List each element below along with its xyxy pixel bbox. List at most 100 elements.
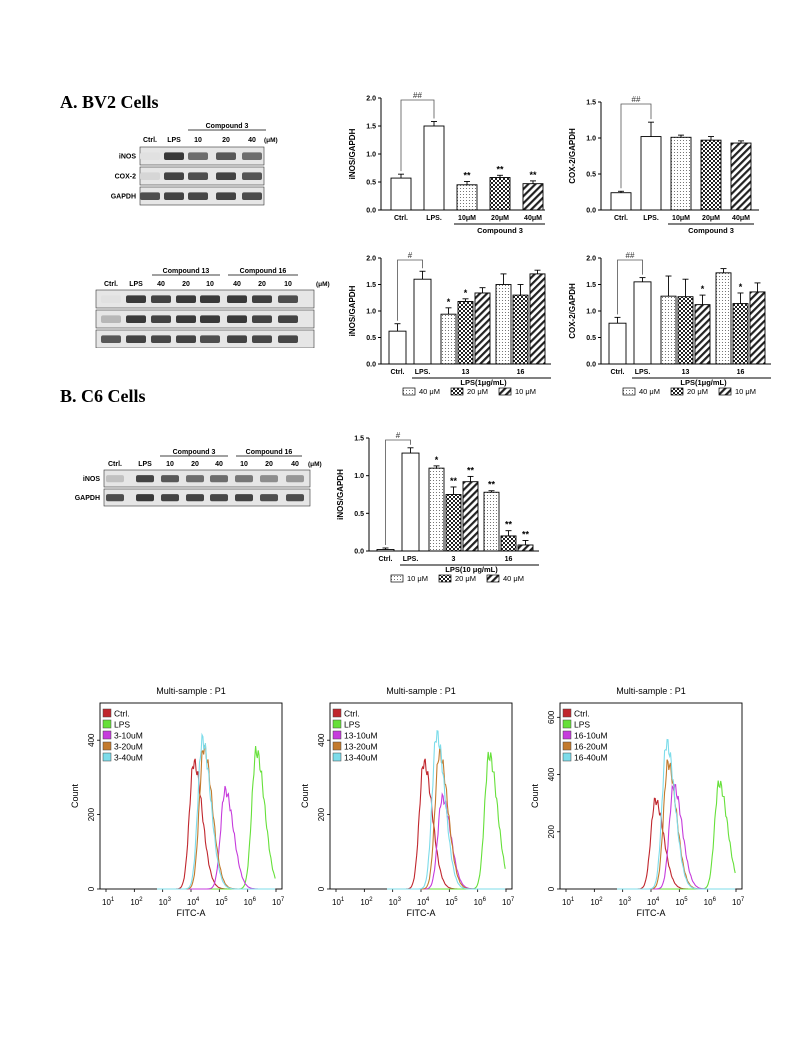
x-tick-label: 10μM: [672, 215, 690, 222]
protein-band: [106, 475, 124, 483]
y-tick-label: 0.5: [586, 335, 596, 342]
protein-band: [126, 335, 146, 343]
legend-label: LPS: [114, 720, 130, 730]
x-tick-label: 105: [445, 897, 458, 907]
y-tick-label: 0: [547, 886, 556, 891]
x-tick-exponent: 3: [628, 897, 632, 903]
lane-label: 10: [240, 461, 248, 468]
chart-title: Multi-sample : P1: [386, 686, 456, 696]
protein-band: [101, 335, 121, 343]
bar: [677, 296, 694, 365]
legend-swatch: [562, 741, 572, 751]
protein-band: [126, 295, 146, 303]
x-tick-exponent: 1: [111, 897, 115, 903]
chart-title: Multi-sample : P1: [616, 686, 686, 696]
bar: [401, 452, 420, 552]
legend-label: 20 μM: [455, 574, 476, 583]
significance-mark: *: [464, 288, 468, 298]
x-tick-label: LPS.: [426, 215, 442, 222]
y-tick-label: 2.0: [366, 96, 376, 103]
bar: [462, 481, 479, 552]
legend-swatch: [332, 730, 342, 740]
lane-label: Ctrl.: [108, 461, 122, 468]
x-tick-label: 106: [474, 897, 487, 907]
x-tick-label: Ctrl.: [614, 215, 628, 222]
bar: [517, 544, 534, 552]
legend-swatch: [562, 752, 572, 762]
x-tick-exponent: 2: [599, 897, 603, 903]
legend-label: Ctrl.: [574, 709, 590, 719]
x-tick-label: LPS.: [403, 556, 419, 563]
protein-band: [188, 172, 208, 180]
x-tick-exponent: 5: [454, 897, 458, 903]
y-tick-label: 0.5: [366, 180, 376, 187]
protein-band: [216, 172, 236, 180]
lane-label: LPS: [138, 461, 152, 468]
legend-label: 40 μM: [639, 387, 660, 396]
y-tick-label: 0.0: [586, 362, 596, 369]
bar: [388, 330, 407, 365]
y-tick-label: 400: [547, 767, 556, 781]
bar: [633, 281, 652, 365]
significance-mark: **: [467, 465, 475, 475]
legend-label: 3-20uM: [114, 742, 143, 752]
x-tick-label: 104: [647, 897, 660, 907]
y-tick-label: 200: [87, 807, 96, 821]
bracket-label: #: [408, 251, 413, 260]
y-tick-label: 0.5: [366, 335, 376, 342]
x-tick-label: 20μM: [702, 215, 720, 222]
protein-band: [186, 494, 204, 502]
compound-label: Compound 3: [206, 123, 249, 130]
x-tick-label: 104: [417, 897, 430, 907]
legend-label: 3-10uM: [114, 731, 143, 741]
x-tick-label: LPS.: [643, 215, 659, 222]
legend-swatch: [102, 741, 112, 751]
protein-band: [252, 295, 272, 303]
protein-band: [260, 475, 278, 483]
y-tick-label: 200: [317, 807, 326, 821]
legend-swatch: [450, 387, 464, 396]
compound-label: Compound 16: [240, 268, 287, 275]
lane-label: 20: [182, 281, 190, 288]
protein-band: [216, 152, 236, 160]
legend-swatch: [332, 752, 342, 762]
histogram-line: [617, 738, 736, 890]
protein-band: [200, 335, 220, 343]
legend-label: Ctrl.: [114, 709, 130, 719]
x-tick-exponent: 7: [741, 897, 745, 903]
lane-label: 40: [215, 461, 223, 468]
bar: [694, 304, 711, 365]
bar: [512, 294, 529, 365]
legend-swatch: [332, 741, 342, 751]
y-tick-label: 1.0: [354, 473, 364, 480]
group-label: Compound 3: [688, 226, 734, 235]
x-tick-label: 105: [675, 897, 688, 907]
lane-label: 20: [222, 137, 230, 144]
bar: [610, 192, 632, 211]
lane-label: 20: [191, 461, 199, 468]
legend-swatch: [102, 752, 112, 762]
x-tick-label: 20μM: [491, 215, 509, 222]
y-tick-label: 1.0: [586, 309, 596, 316]
protein-band: [278, 335, 298, 343]
protein-band: [200, 315, 220, 323]
bar: [500, 535, 517, 552]
flow-histogram-compound13: Multi-sample : P1 0 200 400 Count 101 102 103 10…: [300, 686, 515, 918]
section-title-a: A. BV2 Cells: [60, 92, 159, 112]
significance-mark: **: [505, 520, 513, 530]
compound-label: Compound 13: [163, 268, 210, 275]
y-tick-label: 0.5: [354, 511, 364, 518]
bar: [700, 139, 722, 211]
x-tick-label: 101: [102, 897, 115, 907]
protein-band: [286, 494, 304, 502]
x-tick-label: 40μM: [524, 215, 542, 222]
bar: [457, 301, 474, 365]
x-tick-exponent: 1: [571, 897, 575, 903]
x-tick-label: 10μM: [458, 215, 476, 222]
chart-title: Multi-sample : P1: [156, 686, 226, 696]
unit-label: (μM): [308, 461, 322, 468]
significance-mark: **: [450, 476, 458, 486]
significance-mark: **: [496, 164, 504, 174]
x-tick-label: 101: [562, 897, 575, 907]
